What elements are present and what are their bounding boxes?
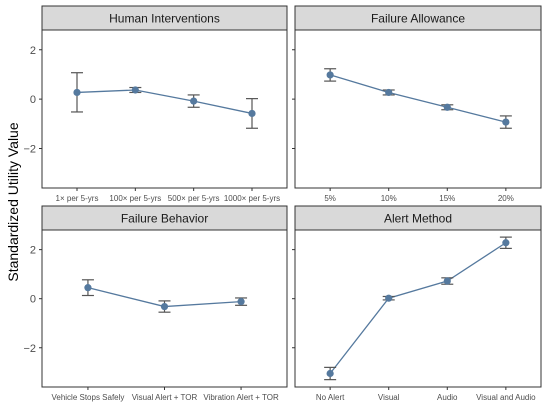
x-tick-label: 1000× per 5-yrs bbox=[224, 194, 280, 203]
y-tick-label: 0 bbox=[30, 94, 36, 106]
x-tick-label: 20% bbox=[498, 194, 514, 203]
data-point bbox=[190, 97, 198, 105]
data-point bbox=[248, 109, 256, 118]
facet-strip bbox=[294, 5, 542, 31]
x-tick-label: Visual Alert + TOR bbox=[132, 393, 198, 402]
data-point bbox=[385, 88, 393, 97]
facet-strip bbox=[41, 5, 288, 31]
facet-title: Failure Allowance bbox=[371, 12, 465, 26]
x-tick-label: Visual and Audio bbox=[476, 393, 536, 402]
y-tick-label: −2 bbox=[23, 144, 36, 156]
data-point bbox=[73, 88, 81, 97]
data-point bbox=[131, 86, 139, 94]
x-tick-label: 500× per 5-yrs bbox=[168, 194, 220, 203]
data-point bbox=[326, 71, 334, 79]
x-tick-label: 1× per 5-yrs bbox=[56, 194, 99, 203]
x-tick-label: No Alert bbox=[316, 393, 345, 402]
data-point bbox=[443, 277, 451, 285]
facet-strip bbox=[294, 205, 542, 231]
data-point bbox=[502, 239, 510, 247]
y-tick-label: 2 bbox=[30, 45, 36, 57]
y-axis-label: Standardized Utility Value bbox=[5, 122, 21, 281]
series-line bbox=[329, 242, 507, 374]
panel-border bbox=[294, 29, 542, 189]
data-point bbox=[443, 103, 451, 111]
facet-title: Human Interventions bbox=[109, 12, 220, 26]
x-tick-label: 10% bbox=[381, 194, 397, 203]
panel-border bbox=[294, 229, 542, 388]
data-point bbox=[385, 294, 393, 302]
x-tick-label: 15% bbox=[439, 194, 455, 203]
data-point bbox=[326, 369, 334, 378]
series-line bbox=[329, 74, 507, 123]
facet-panel: Alert Method No Alert Visual Audio Visual an… bbox=[292, 205, 542, 402]
data-point bbox=[237, 298, 245, 306]
facet-strip bbox=[41, 205, 288, 231]
x-tick-label: 5% bbox=[324, 194, 336, 203]
data-point bbox=[160, 302, 169, 311]
x-tick-label: Vibration Alert + TOR bbox=[203, 393, 279, 402]
panels: Human Interventions −2 0 2 1× per 5-yrs 100× … bbox=[23, 5, 542, 402]
facet-title: Alert Method bbox=[384, 212, 452, 226]
x-tick-label: Visual bbox=[378, 393, 400, 402]
y-tick-label: 2 bbox=[30, 245, 36, 257]
series-line bbox=[76, 89, 253, 115]
data-point bbox=[84, 284, 92, 292]
x-tick-label: Audio bbox=[437, 393, 458, 402]
x-tick-label: Vehicle Stops Safely bbox=[51, 393, 124, 402]
facet-title: Failure Behavior bbox=[121, 212, 208, 226]
facet-panel: Human Interventions −2 0 2 1× per 5-yrs 100× … bbox=[23, 5, 288, 203]
data-point bbox=[502, 118, 510, 126]
x-tick-label: 100× per 5-yrs bbox=[109, 194, 161, 203]
facet-panel: Failure Behavior −2 0 2 Vehicle Stops Safely… bbox=[23, 205, 288, 402]
y-tick-label: 0 bbox=[30, 294, 36, 306]
facet-panel: Failure Allowance 5% 10% 15% 20% bbox=[292, 5, 542, 203]
y-tick-label: −2 bbox=[23, 343, 36, 355]
panel-border bbox=[41, 29, 288, 189]
